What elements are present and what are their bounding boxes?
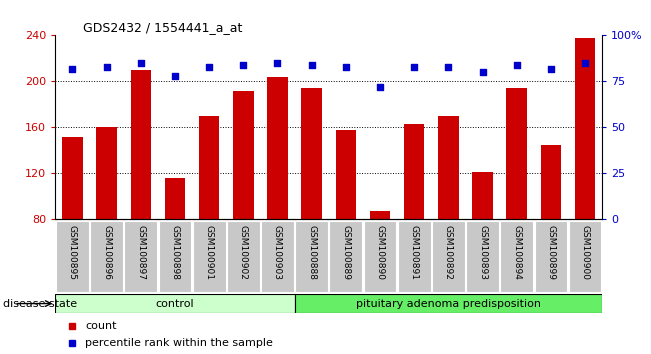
Point (272, 60, 283, 66)
Bar (569, 221, 602, 292)
Bar (575, 38, 595, 219)
Point (580, 60, 590, 66)
Point (443, 64, 454, 69)
Point (340, 64, 351, 69)
Bar (466, 221, 499, 292)
Point (67, 66, 77, 72)
Point (477, 69, 488, 75)
Bar (124, 221, 157, 292)
Text: pituitary adenoma predisposition: pituitary adenoma predisposition (356, 298, 541, 309)
Text: GSM100892: GSM100892 (444, 225, 453, 280)
Bar (233, 91, 253, 219)
Bar (301, 88, 322, 219)
Bar (404, 124, 424, 219)
Text: GSM100891: GSM100891 (409, 225, 419, 280)
Text: GSM100890: GSM100890 (376, 225, 385, 280)
Text: disease state: disease state (3, 298, 77, 309)
Text: percentile rank within the sample: percentile rank within the sample (85, 338, 273, 348)
Bar (130, 70, 151, 219)
Bar (227, 221, 260, 292)
Bar (55, 294, 294, 313)
Point (102, 64, 112, 69)
Point (135, 60, 146, 66)
Bar (398, 221, 430, 292)
Text: GSM100895: GSM100895 (68, 225, 77, 280)
Text: GSM100894: GSM100894 (512, 225, 521, 280)
Bar (165, 178, 185, 219)
Bar (193, 221, 225, 292)
Bar (432, 221, 465, 292)
Bar (336, 130, 356, 219)
Point (238, 62, 249, 68)
Point (546, 66, 556, 72)
Bar (438, 116, 458, 219)
Bar (473, 172, 493, 219)
Point (409, 64, 419, 69)
Bar (261, 221, 294, 292)
Bar (96, 127, 117, 219)
Text: GSM100898: GSM100898 (171, 225, 180, 280)
Bar (294, 294, 602, 313)
Bar (364, 221, 396, 292)
Text: GSM100901: GSM100901 (204, 225, 214, 280)
Bar (56, 221, 89, 292)
Bar (199, 116, 219, 219)
Point (512, 62, 522, 68)
Point (170, 73, 180, 79)
Text: count: count (85, 321, 117, 331)
Bar (296, 221, 328, 292)
Point (375, 84, 385, 90)
Point (204, 64, 214, 69)
Bar (534, 221, 567, 292)
Text: GSM100900: GSM100900 (581, 225, 590, 280)
Bar (370, 211, 391, 219)
Bar (267, 77, 288, 219)
Text: GSM100888: GSM100888 (307, 225, 316, 280)
Text: control: control (156, 298, 194, 309)
Bar (540, 145, 561, 219)
Text: GSM100903: GSM100903 (273, 225, 282, 280)
Bar (501, 221, 533, 292)
Bar (62, 137, 83, 219)
Bar (506, 88, 527, 219)
Text: GSM100889: GSM100889 (341, 225, 350, 280)
Text: GSM100902: GSM100902 (239, 225, 248, 280)
Bar (329, 221, 362, 292)
Text: GDS2432 / 1554441_a_at: GDS2432 / 1554441_a_at (83, 21, 242, 34)
Text: GSM100899: GSM100899 (546, 225, 555, 280)
Text: GSM100897: GSM100897 (136, 225, 145, 280)
Bar (90, 221, 123, 292)
Text: GSM100893: GSM100893 (478, 225, 487, 280)
Bar (159, 221, 191, 292)
Text: GSM100896: GSM100896 (102, 225, 111, 280)
Point (307, 62, 317, 68)
